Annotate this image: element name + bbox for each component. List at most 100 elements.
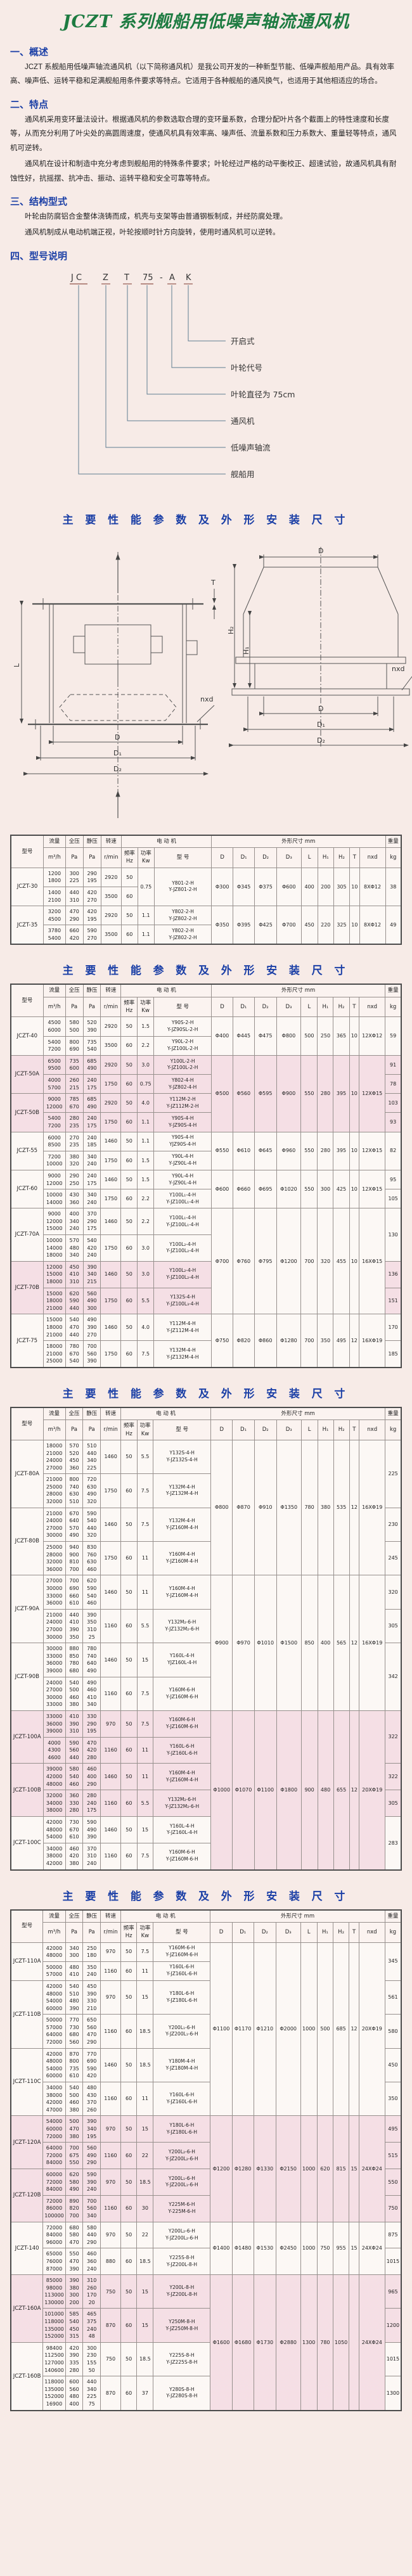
speed-cell: 1460	[100, 1131, 122, 1151]
dimension-cell: Φ1020	[276, 1169, 302, 1209]
header-d1: D₁	[232, 1419, 255, 1440]
speed-cell: 1750	[100, 1340, 122, 1368]
flow-cell: 101000 118000 135000 152000	[42, 2308, 66, 2343]
model-cell: JCZT-75	[10, 1314, 44, 1368]
dimension-cell: 10	[349, 867, 360, 907]
dimension-cell: Φ595	[254, 1054, 277, 1132]
total-pressure-cell: 890 820 700	[65, 2195, 84, 2222]
dimension-cell: 12	[349, 1942, 359, 2117]
dimension-cell: 955	[332, 2221, 350, 2276]
flow-cell: 64000 72000 84000	[42, 2142, 66, 2169]
static-pressure-cell: 720 630 490 320	[82, 1473, 101, 1508]
static-pressure-cell: 770 690 590 420	[82, 2047, 101, 2083]
static-pressure-cell: 590 540 440 320	[82, 1507, 101, 1542]
power-cell: 7.5	[136, 1507, 154, 1542]
header-static-pressure: 静压	[82, 1407, 101, 1421]
speed-cell: 3500	[100, 886, 122, 907]
freq-cell: 50	[120, 1763, 138, 1791]
performance-heading-1: 主 要 性 能 参 数 及 外 形 安 装 尺 寸	[62, 513, 350, 526]
header-pa: Pa	[65, 847, 84, 868]
motor-model-cell: Y160M-6-H Y-JZ160M-6-H	[153, 1676, 212, 1711]
flow-cell: 85000 98000 113000 130000	[42, 2274, 66, 2309]
static-pressure-cell: 510 440 340 225	[82, 1439, 101, 1475]
motor-model-cell: Y132M-4-H Y-JZ160M-4-H	[153, 1507, 212, 1542]
static-pressure-cell: 460 400 290	[82, 1763, 101, 1791]
model-cell: JCZT-70B	[10, 1260, 44, 1315]
total-pressure-cell: 770 730 680 560	[65, 2014, 84, 2049]
table-row: JCZT-70A 9000 12000 15000 400 340 240 370 2…	[10, 1208, 402, 1315]
static-pressure-cell: 590 490 390	[82, 1816, 101, 1843]
table-row: 118000 135000 152000 16900 600 560 480 40…	[11, 2376, 402, 2411]
dimension-cell: 700	[300, 1314, 318, 1368]
speed-cell: 2920	[100, 1054, 122, 1075]
dimension-cell: 550	[300, 1131, 318, 1170]
speed-cell: 1460	[100, 1169, 122, 1190]
flow-cell: 34000 38000 42000 47000	[42, 2082, 66, 2117]
model-cell: JCZT-140	[10, 2221, 44, 2276]
header-static-pressure: 静压	[82, 1909, 101, 1923]
flow-cell: 3200 4500	[42, 906, 66, 926]
dimension-cell: Φ600	[276, 867, 302, 907]
dimension-cell: Φ860	[254, 1314, 277, 1368]
header-h2: H₂	[333, 1419, 350, 1440]
dim-label-D-top: D	[318, 547, 323, 555]
section-structure-title: 三、结构型式	[10, 196, 68, 207]
flow-cell: 39000 42000 48000	[42, 1763, 66, 1791]
flow-cell: 42000 48000 54000 60000	[42, 1980, 66, 2015]
power-cell: 2.2	[137, 1208, 155, 1236]
flow-cell: 50000 57000 64000 72000	[42, 2014, 66, 2049]
model-cell: JCZT-40	[10, 1016, 44, 1056]
header-power: 功率 Kw	[136, 1921, 154, 1943]
power-cell: 22	[136, 2142, 154, 2169]
model-cell: JCZT-60	[10, 1169, 44, 1209]
flow-cell: 7200 10000	[42, 1150, 66, 1170]
speed-cell: 870	[100, 2376, 121, 2411]
header-dims-group: 外形尺寸 mm	[210, 1909, 385, 1923]
speed-cell: 1160	[100, 1842, 122, 1871]
flow-cell: 1200 1800	[42, 867, 66, 887]
table-row: JCZT-100A 33000 36000 39000 410 390 310 330…	[10, 1710, 402, 1871]
table-row: 50000 57000 480 410 350 240 1160 60 11 Y160L-6…	[11, 1961, 401, 1981]
freq-cell: 50	[120, 2047, 138, 2083]
motor-model-cell: Y132M-4-H Y-JZ132M-4-H	[153, 1473, 212, 1508]
weight-cell: 345	[384, 1942, 402, 1981]
header-flow: 流量	[42, 835, 66, 849]
speed-cell: 970	[100, 1942, 121, 1962]
power-cell: 3.0	[137, 1234, 155, 1262]
static-pressure-cell: 580 440 290	[82, 2221, 101, 2249]
weight-cell: 965	[384, 2274, 402, 2309]
header-l: L	[300, 847, 318, 868]
header-freq: 频率 Hz	[120, 847, 138, 868]
header-power: 功率 Kw	[137, 996, 155, 1018]
dimension-cell: 16XΦ19	[359, 1439, 386, 1576]
weight-cell: 103	[385, 1093, 402, 1113]
dimension-cell: 1050	[332, 2274, 350, 2411]
header-speed: 转速	[100, 1407, 122, 1421]
total-pressure-cell: 380 320	[65, 1150, 84, 1170]
flow-cell: 30000 33000 36000 39000	[42, 1643, 66, 1677]
weight-cell: 136	[385, 1260, 402, 1288]
dimension-cell: 685	[332, 1942, 350, 2117]
motor-model-cell: Y90S-2-H Y-JZ90SL-2-H	[153, 1016, 212, 1037]
dimension-cell: 250	[317, 1016, 334, 1056]
speed-cell: 970	[100, 1980, 121, 2015]
weight-cell: 170	[385, 1314, 402, 1342]
header-nxd: nxd	[359, 996, 386, 1018]
dimension-cell: Φ800	[276, 1016, 302, 1056]
total-pressure-cell: 660 420	[65, 925, 84, 945]
table-jczt110-160: 型号 流量 全压 静压 转速电 动 机外形尺寸 mm 重量 m³/h Pa Pa r/min 频率 …	[10, 1909, 402, 2411]
power-cell: 4.0	[137, 1314, 155, 1342]
dimension-cell: 565	[333, 1575, 350, 1711]
header-flow-unit: m³/h	[42, 1419, 66, 1440]
spec-table: 型号 流量 全压 静压 转速电 动 机外形尺寸 mm 重量 m³/h Pa Pa r/min 频率 …	[10, 834, 402, 945]
model-cell: JCZT-90A	[10, 1575, 44, 1644]
motor-model-cell: Y225M-6-H Y-225M-6-H	[153, 2195, 211, 2222]
speed-cell: 1750	[100, 1287, 122, 1315]
header-d: D	[211, 847, 234, 868]
static-pressure-cell: 560 490 290	[82, 2142, 101, 2169]
total-pressure-cell: 780 670 540	[65, 1340, 84, 1368]
dimension-cell: 620	[316, 2115, 333, 2222]
static-pressure-cell: 520 390	[82, 1016, 101, 1037]
dimension-cell: 1000	[300, 1942, 318, 2117]
power-cell: 5.5	[136, 1608, 154, 1644]
